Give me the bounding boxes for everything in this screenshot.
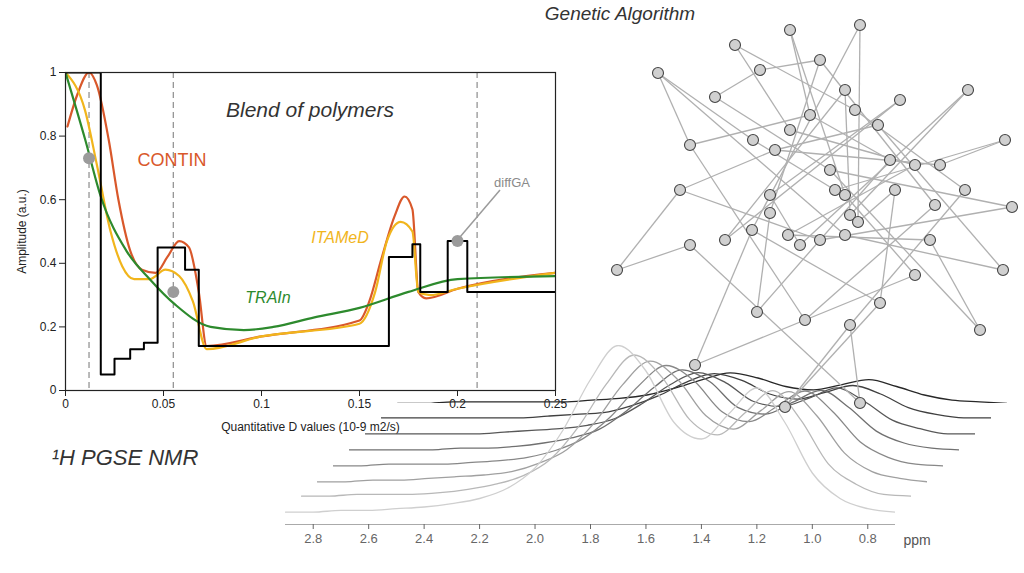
html-text:diffGA: diffGA — [494, 174, 530, 190]
svg-text:Amplitude (a.u.): Amplitude (a.u.) — [15, 189, 29, 274]
svg-text:0.8: 0.8 — [859, 531, 877, 546]
svg-text:0.25: 0.25 — [544, 397, 568, 411]
svg-text:0.2: 0.2 — [40, 320, 57, 334]
svg-text:1.2: 1.2 — [748, 531, 766, 546]
svg-text:0.05: 0.05 — [152, 397, 176, 411]
svg-text:0.4: 0.4 — [40, 256, 57, 270]
html-text:ppm: ppm — [903, 532, 931, 548]
svg-text:1.4: 1.4 — [692, 531, 710, 546]
svg-text:0.8: 0.8 — [40, 129, 57, 143]
svg-text:0.2: 0.2 — [449, 397, 466, 411]
svg-text:2.8: 2.8 — [304, 531, 322, 546]
html-text:TRAIn: TRAIn — [245, 289, 291, 306]
svg-text:0.6: 0.6 — [40, 193, 57, 207]
html-text:ITAMeD: ITAMeD — [311, 229, 369, 246]
svg-text:1.0: 1.0 — [803, 531, 821, 546]
svg-text:0.15: 0.15 — [348, 397, 372, 411]
html-text:Genetic Algorithm: Genetic Algorithm — [544, 3, 696, 24]
html-text:Blend of polymers: Blend of polymers — [226, 98, 394, 121]
html-text:CONTIN: CONTIN — [137, 149, 207, 170]
html-text:¹H PGSE NMR: ¹H PGSE NMR — [51, 445, 199, 470]
svg-text:2.4: 2.4 — [415, 531, 433, 546]
svg-text:0: 0 — [50, 383, 57, 397]
svg-text:1: 1 — [50, 65, 57, 79]
svg-text:0.1: 0.1 — [253, 397, 270, 411]
svg-text:2.2: 2.2 — [471, 531, 489, 546]
svg-text:0: 0 — [62, 397, 69, 411]
svg-text:2.6: 2.6 — [360, 531, 378, 546]
svg-text:Quantitative D values (10-9 m2: Quantitative D values (10-9 m2/s) — [221, 420, 400, 434]
svg-text:2.0: 2.0 — [526, 531, 544, 546]
svg-text:1.8: 1.8 — [581, 531, 599, 546]
svg-text:1.6: 1.6 — [637, 531, 655, 546]
